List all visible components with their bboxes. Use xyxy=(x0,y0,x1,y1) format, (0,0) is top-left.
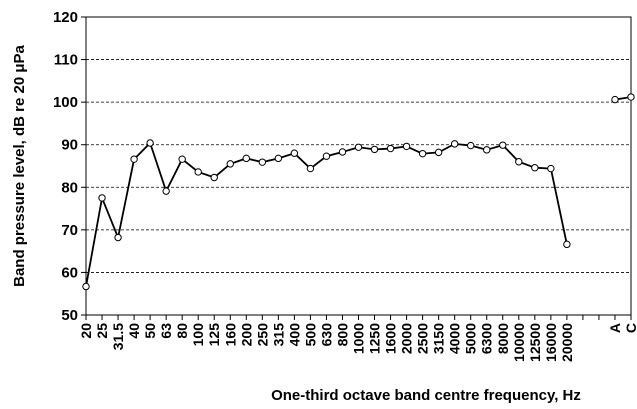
data-point xyxy=(290,149,299,157)
data-point xyxy=(306,164,315,173)
x-tick-label: A xyxy=(607,323,623,333)
data-point xyxy=(194,168,202,176)
x-tick-label: 400 xyxy=(286,323,302,347)
x-tick-label: 125 xyxy=(206,323,222,347)
x-tick-label: 500 xyxy=(302,323,318,347)
data-point xyxy=(547,164,555,173)
data-point xyxy=(82,282,90,291)
x-tick-label: C xyxy=(623,323,637,333)
data-point xyxy=(258,158,267,166)
x-tick-label: 3150 xyxy=(431,323,447,354)
y-tick-label: 100 xyxy=(53,94,78,111)
x-tick-label: 50 xyxy=(142,323,158,339)
y-tick-label: 70 xyxy=(61,222,78,239)
data-point xyxy=(531,164,539,172)
x-tick-label: 20000 xyxy=(559,323,575,362)
x-tick-label: 12500 xyxy=(527,323,543,362)
data-point xyxy=(226,160,234,168)
x-tick-label: 6300 xyxy=(479,323,495,354)
x-tick-label: 2000 xyxy=(399,323,415,354)
data-point xyxy=(627,93,635,101)
data-point xyxy=(563,240,571,249)
y-tick-label: 90 xyxy=(61,137,78,154)
y-tick-label: 80 xyxy=(61,179,78,196)
data-point xyxy=(483,146,491,154)
x-tick-label: 63 xyxy=(158,323,174,339)
x-tick-label: 250 xyxy=(254,323,270,347)
data-point xyxy=(450,140,459,148)
data-point xyxy=(210,173,218,182)
data-point xyxy=(178,155,186,163)
data-point xyxy=(274,154,283,163)
y-tick-label: 50 xyxy=(61,307,78,324)
x-tick-label: 200 xyxy=(238,323,254,347)
data-point xyxy=(434,148,443,157)
data-point xyxy=(98,194,106,202)
x-tick-label: 630 xyxy=(318,323,334,347)
data-point xyxy=(467,141,475,150)
y-tick-label: 110 xyxy=(54,52,78,69)
x-tick-label: 40 xyxy=(126,323,142,339)
x-tick-label: 25 xyxy=(94,323,110,339)
data-point xyxy=(402,142,411,151)
data-point xyxy=(386,144,395,153)
data-point xyxy=(611,95,619,104)
x-tick-label: 1600 xyxy=(383,323,399,354)
data-point xyxy=(130,155,138,163)
data-point xyxy=(354,143,363,151)
data-point xyxy=(162,187,170,195)
x-tick-label: 20 xyxy=(78,323,94,339)
x-tick-label: 315 xyxy=(270,323,286,347)
data-point xyxy=(322,152,331,160)
x-tick-label: 8000 xyxy=(495,323,511,354)
x-tick-label: 1250 xyxy=(367,323,383,354)
data-point xyxy=(114,233,122,242)
y-axis-title: Band pressure level, dB re 20 μPa xyxy=(11,44,28,286)
data-point xyxy=(418,149,427,158)
x-tick-label: 5000 xyxy=(463,323,479,354)
data-point xyxy=(146,139,154,147)
x-tick-label: 800 xyxy=(334,323,350,347)
x-tick-label: 80 xyxy=(174,323,190,339)
x-tick-label: 100 xyxy=(190,323,206,347)
x-tick-label: 10000 xyxy=(511,323,527,362)
x-tick-label: 1000 xyxy=(351,323,367,354)
x-axis-title: One-third octave band centre frequency, … xyxy=(271,387,581,404)
y-tick-label: 60 xyxy=(61,264,78,281)
data-point xyxy=(499,141,507,149)
data-point xyxy=(370,145,379,154)
data-point xyxy=(338,148,347,156)
data-point xyxy=(242,154,250,163)
data-point xyxy=(515,158,523,166)
x-tick-label: 4000 xyxy=(447,323,463,354)
x-tick-label: 31.5 xyxy=(110,323,126,350)
x-tick-label: 16000 xyxy=(543,323,559,362)
x-tick-label: 2500 xyxy=(415,323,431,354)
x-tick-label: 160 xyxy=(222,323,238,347)
y-tick-label: 120 xyxy=(53,9,78,26)
